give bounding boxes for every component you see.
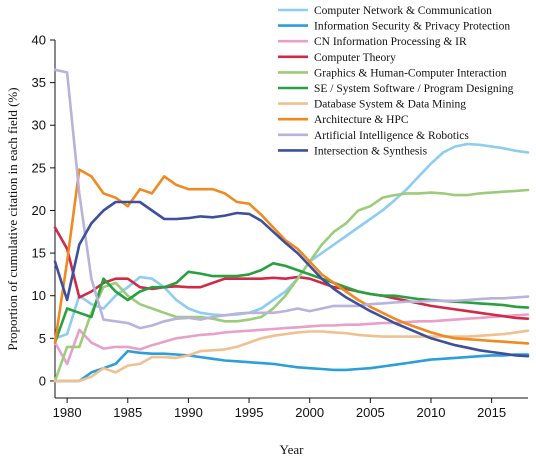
y-tick-label: 10 (32, 288, 46, 303)
legend-label: Computer Network & Communication (314, 5, 492, 17)
series-line-8 (53, 168, 530, 345)
y-tick-label: 20 (32, 203, 46, 218)
series-line-3 (53, 313, 530, 366)
legend: Computer Network & Communication Informat… (278, 5, 514, 157)
x-tick-label: 2010 (417, 405, 446, 420)
legend-label: Database System & Data Mining (314, 99, 466, 111)
legend-label: Architecture & HPC (314, 114, 409, 126)
x-tick-label: 1995 (235, 405, 264, 420)
legend-label: SE / System Software / Program Designing (314, 83, 514, 95)
x-tick-label: 1990 (174, 405, 203, 420)
y-tick-label: 35 (32, 75, 46, 90)
y-tick-label: 5 (39, 331, 46, 346)
series-line-2 (53, 349, 530, 383)
series-line-4 (53, 226, 530, 320)
chart-axes: 0 5 10 15 20 25 30 35 40 1980 1985 1990 1995 2000 2005… (32, 33, 528, 420)
legend-label: Artificial Intelligence & Robotics (314, 130, 469, 142)
x-tick-label: 2015 (477, 405, 506, 420)
x-axis-title: Year (280, 442, 305, 457)
plot-area (53, 68, 530, 383)
legend-label: Graphics & Human-Computer Interaction (314, 67, 507, 79)
legend-label: CN Information Processing & IR (314, 36, 467, 48)
y-tick-label: 0 (39, 373, 46, 388)
y-tick-label: 15 (32, 246, 46, 261)
legend-label: Computer Theory (314, 52, 396, 64)
x-tick-label: 1985 (113, 405, 142, 420)
series-line-5 (53, 188, 530, 383)
y-tick-label: 30 (32, 118, 46, 133)
y-tick-label: 40 (32, 33, 46, 48)
y-tick-label: 25 (32, 160, 46, 175)
series-line-9 (53, 68, 530, 330)
legend-label: Information Security & Privacy Protectio… (314, 21, 510, 33)
legend-label: Intersection & Synthesis (314, 145, 428, 157)
series-line-10 (53, 200, 530, 358)
x-tick-label: 2005 (356, 405, 385, 420)
x-tick-label: 1980 (53, 405, 82, 420)
series-line-6 (53, 262, 530, 344)
x-tick-label: 2000 (295, 405, 324, 420)
y-axis-title: Proportion of cumulative citation in eac… (5, 87, 20, 350)
